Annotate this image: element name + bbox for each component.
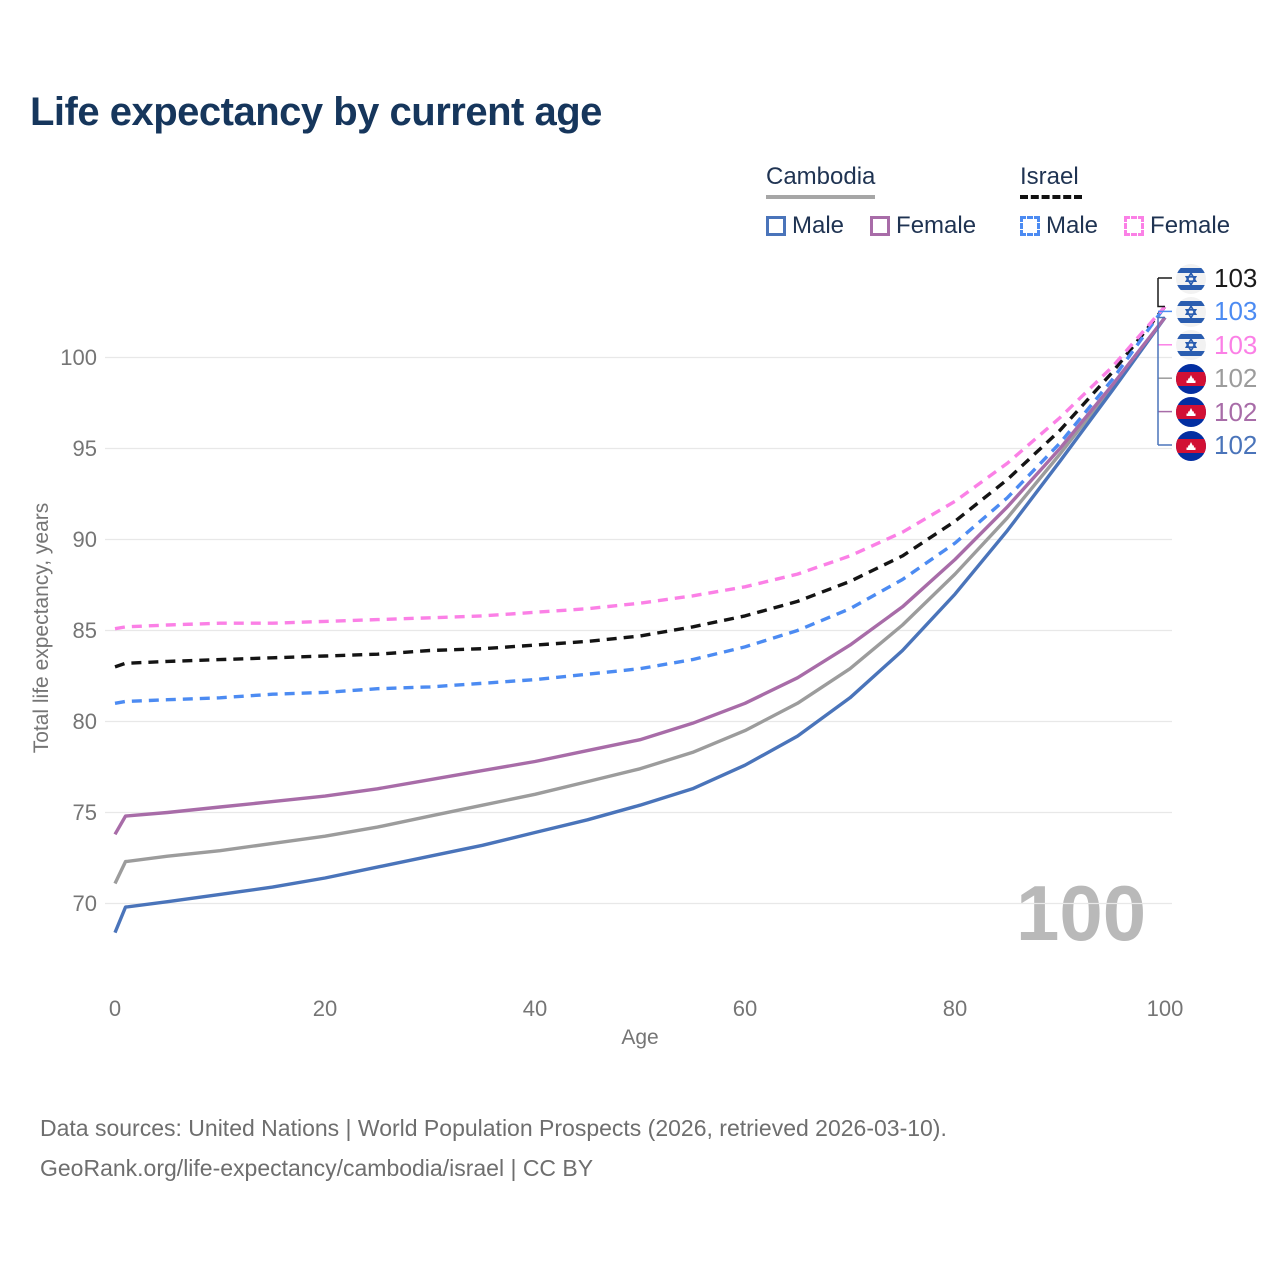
legend-items-israel: Male Female bbox=[1020, 212, 1230, 240]
series-line-cambodia-all[interactable] bbox=[113, 316, 1167, 885]
end-value: 102 bbox=[1214, 430, 1258, 460]
y-tick-label-95: 95 bbox=[72, 435, 97, 461]
legend-group-cambodia: Cambodia bbox=[766, 163, 876, 199]
israel-male-checkbox[interactable] bbox=[1020, 216, 1040, 236]
leader-line-israel bbox=[1157, 278, 1165, 308]
end-value: 103 bbox=[1214, 263, 1258, 293]
end-label-cambodia-female: 102 bbox=[1176, 397, 1257, 428]
legend-group-israel: Israel bbox=[1020, 163, 1082, 199]
y-tick-label-70: 70 bbox=[72, 890, 97, 916]
x-tick-label-0: 0 bbox=[108, 996, 122, 1021]
israel-flag-icon bbox=[1176, 296, 1206, 327]
cambodia-flag-icon bbox=[1176, 363, 1206, 394]
series-line-cambodia-male[interactable] bbox=[113, 316, 1167, 934]
x-tick-label-60: 60 bbox=[732, 996, 758, 1021]
data-sources-line: Data sources: United Nations | World Pop… bbox=[40, 1115, 947, 1141]
legend-label-cambodia-male: Male bbox=[792, 212, 845, 239]
y-tick-label-85: 85 bbox=[72, 617, 97, 643]
end-value: 102 bbox=[1214, 396, 1258, 427]
end-label-israel-female: 103 bbox=[1176, 330, 1257, 361]
cambodia-female-checkbox[interactable] bbox=[870, 216, 891, 236]
end-label-israel-male: 103 bbox=[1176, 296, 1257, 327]
israel-flag bbox=[1176, 263, 1206, 294]
legend-country-israel: Israel bbox=[1020, 163, 1079, 190]
page-title: Life expectancy by current age bbox=[30, 90, 602, 134]
series-line-israel-all[interactable] bbox=[114, 305, 1167, 669]
series-line-israel-female[interactable] bbox=[114, 305, 1167, 631]
end-label-cambodia-all: 102 bbox=[1176, 363, 1257, 394]
legend-item-israel-female[interactable]: Female bbox=[1124, 212, 1230, 240]
x-tick-label-80: 80 bbox=[942, 996, 968, 1021]
israel-female-checkbox[interactable] bbox=[1124, 216, 1145, 236]
legend-item-cambodia-female[interactable]: Female bbox=[870, 212, 976, 240]
israel-flag bbox=[1176, 296, 1206, 327]
y-tick-label-75: 75 bbox=[72, 799, 97, 825]
cambodia-flag-icon bbox=[1176, 430, 1206, 461]
end-value: 103 bbox=[1214, 296, 1258, 327]
y-tick-label-90: 90 bbox=[72, 526, 97, 552]
leader-line-cambodia bbox=[1157, 316, 1165, 445]
cambodia-male-checkbox[interactable] bbox=[766, 216, 786, 236]
legend-label-israel-female: Female bbox=[1150, 212, 1231, 239]
legend-label-israel-male: Male bbox=[1046, 212, 1099, 239]
israel-flag-icon bbox=[1176, 330, 1206, 361]
series-line-cambodia-female[interactable] bbox=[113, 316, 1167, 836]
legend-item-israel-male[interactable]: Male bbox=[1020, 212, 1098, 240]
legend-item-cambodia-male[interactable]: Male bbox=[766, 212, 844, 240]
end-value: 103 bbox=[1214, 329, 1258, 360]
israel-flag-icon bbox=[1176, 263, 1206, 294]
cambodia-flag bbox=[1176, 363, 1206, 394]
legend-items-cambodia: Male Female bbox=[766, 212, 976, 240]
cambodia-line-style-swatch bbox=[766, 195, 876, 199]
end-label-cambodia-male: 102 bbox=[1176, 430, 1257, 461]
license-line: GeoRank.org/life-expectancy/cambodia/isr… bbox=[40, 1155, 594, 1181]
cambodia-flag-icon bbox=[1176, 397, 1206, 428]
legend-label-cambodia-female: Female bbox=[896, 212, 977, 239]
end-value: 102 bbox=[1214, 363, 1258, 394]
x-tick-label-40: 40 bbox=[522, 996, 548, 1021]
x-tick-label-100: 100 bbox=[1146, 996, 1184, 1021]
end-label-israel-all: 103 bbox=[1176, 263, 1257, 294]
age-counter-watermark: 100 bbox=[1016, 869, 1147, 957]
cambodia-flag bbox=[1176, 430, 1206, 461]
y-tick-label-80: 80 bbox=[72, 708, 97, 734]
cambodia-flag bbox=[1176, 397, 1206, 428]
x-axis-title: Age bbox=[621, 1026, 659, 1049]
series-line-israel-male[interactable] bbox=[114, 305, 1167, 705]
y-tick-label-100: 100 bbox=[60, 344, 97, 370]
legend-country-cambodia: Cambodia bbox=[766, 163, 876, 190]
source-attribution: Data sources: United Nations | World Pop… bbox=[40, 1108, 947, 1188]
israel-flag bbox=[1176, 330, 1206, 361]
x-tick-label-20: 20 bbox=[312, 996, 338, 1021]
israel-line-style-swatch bbox=[1020, 195, 1082, 199]
